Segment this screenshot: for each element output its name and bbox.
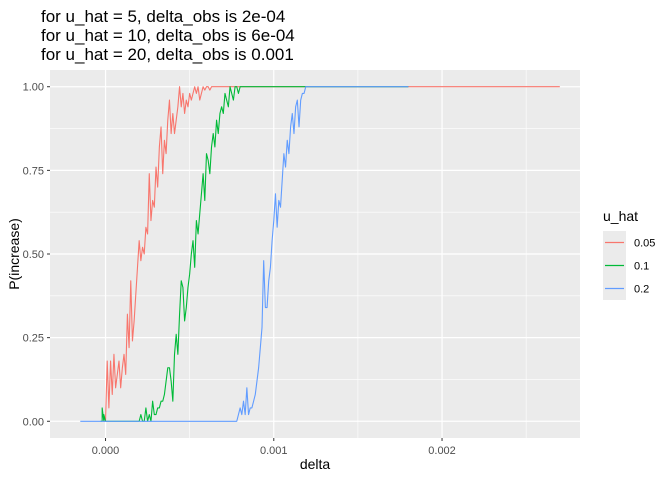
y-axis: 0.00 0.25 0.50 0.75 1.00 (23, 82, 50, 428)
x-axis: 0.000 0.001 0.002 (92, 438, 456, 457)
legend: u_hat 0.05 0.1 0.2 (603, 208, 655, 300)
title-line-3: for u_hat = 20, delta_obs is 0.001 (41, 45, 294, 64)
x-tick-label: 0.002 (428, 445, 456, 457)
title-line-2: for u_hat = 10, delta_obs is 6e-04 (41, 26, 295, 45)
x-axis-title: delta (300, 456, 331, 472)
legend-label: 0.05 (634, 238, 655, 250)
y-tick-label: 0.75 (23, 165, 44, 177)
y-tick-label: 0.00 (23, 416, 44, 428)
y-tick-label: 0.50 (23, 249, 44, 261)
series-line-0.2 (80, 86, 409, 422)
legend-label: 0.2 (634, 284, 649, 296)
legend-label: 0.1 (634, 261, 649, 273)
y-tick-label: 1.00 (23, 82, 44, 94)
series-line-0.05 (103, 86, 560, 422)
y-tick-label: 0.25 (23, 333, 44, 345)
x-tick-label: 0.001 (260, 445, 288, 457)
title-line-1: for u_hat = 5, delta_obs is 2e-04 (41, 7, 285, 26)
chart-title: for u_hat = 5, delta_obs is 2e-04 for u_… (41, 7, 295, 64)
x-tick-label: 0.000 (92, 445, 120, 457)
y-axis-title: P(increase) (6, 218, 22, 290)
legend-title: u_hat (603, 208, 638, 224)
series-lines (80, 86, 560, 422)
series-line-0.1 (100, 86, 409, 422)
legend-items: 0.05 0.1 0.2 (603, 231, 655, 300)
